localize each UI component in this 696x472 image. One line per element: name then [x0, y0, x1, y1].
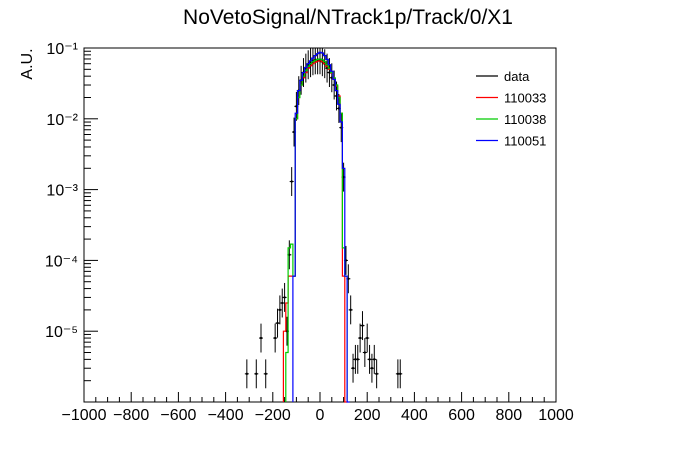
marker	[288, 253, 291, 256]
data-point	[355, 344, 360, 374]
y-axis-ticks	[84, 50, 98, 403]
data-point	[244, 359, 249, 389]
marker	[368, 358, 371, 361]
data-point	[398, 359, 403, 389]
data-point	[360, 311, 365, 341]
data-point	[254, 359, 259, 389]
marker	[366, 336, 369, 340]
marker	[255, 372, 258, 376]
marker	[373, 358, 376, 361]
marker	[290, 180, 293, 183]
x-tick-label: −1000	[62, 407, 107, 424]
data-point	[374, 359, 379, 389]
y-tick-label: 10⁻³	[46, 183, 78, 200]
x-tick-label: 200	[354, 407, 381, 424]
data-point	[348, 295, 353, 325]
legend-label: 110051	[504, 134, 546, 149]
data-point	[372, 344, 377, 374]
legend-item-110051: 110051	[476, 134, 546, 149]
marker	[358, 336, 362, 340]
data-point	[259, 323, 263, 353]
marker	[396, 372, 400, 376]
data-point	[365, 323, 370, 353]
legend-label: 110038	[504, 112, 546, 127]
marker	[264, 372, 267, 376]
legend-label: 110033	[504, 91, 546, 106]
marker	[370, 367, 374, 370]
marker	[276, 321, 279, 325]
x-axis-ticks	[83, 392, 557, 402]
data-point	[282, 282, 287, 312]
x-tick-label: −600	[160, 407, 196, 424]
y-tick-label: 10⁻⁵	[45, 324, 78, 341]
y-tick-label: 10⁻²	[46, 112, 78, 129]
x-tick-label: 800	[495, 407, 522, 424]
marker	[283, 296, 286, 299]
marker	[363, 351, 367, 354]
legend-item-110038: 110038	[476, 112, 546, 127]
legend: data 110033 110038 110051	[476, 69, 546, 149]
legend-item-110033: 110033	[476, 91, 546, 106]
chart-title: NoVetoSignal/NTrack1p/Track/0/X1	[183, 6, 513, 29]
marker	[325, 66, 329, 70]
y-axis-label: A.U.	[19, 48, 36, 79]
data-point	[358, 323, 363, 353]
series-line-110051	[292, 51, 350, 403]
data-point	[351, 353, 356, 383]
plot-frame	[83, 47, 557, 403]
y-tick-label: 10⁻⁴	[45, 253, 78, 270]
x-tick-label: −800	[113, 407, 149, 424]
y-tick-label: 10⁻¹	[46, 41, 78, 58]
x-tick-label: 0	[316, 407, 325, 424]
marker	[349, 308, 352, 312]
data-point	[367, 344, 372, 374]
marker	[330, 76, 333, 79]
marker	[399, 372, 402, 376]
marker	[361, 324, 364, 327]
series-points-data	[244, 48, 403, 389]
marker	[259, 336, 263, 340]
marker	[281, 301, 284, 305]
series-layer	[244, 48, 403, 403]
marker	[273, 336, 277, 340]
marker	[337, 107, 341, 110]
data-point	[263, 359, 268, 389]
marker	[351, 367, 355, 370]
data-point	[280, 288, 285, 318]
x-tick-label: −200	[255, 407, 291, 424]
marker	[295, 105, 298, 108]
data-point	[277, 295, 282, 325]
data-point	[369, 353, 374, 383]
data-point	[289, 167, 294, 196]
x-tick-label: 1000	[538, 407, 574, 424]
marker	[347, 277, 350, 280]
legend-label: data	[504, 69, 530, 84]
x-tick-label: −400	[208, 407, 244, 424]
x-tick-label: 600	[448, 407, 475, 424]
data-point	[273, 323, 278, 353]
y-axis-tick-labels: 10⁻⁵ 10⁻⁴ 10⁻³ 10⁻² 10⁻¹	[45, 41, 79, 341]
legend-item-data: data	[476, 69, 530, 84]
data-point	[275, 308, 280, 338]
marker	[354, 358, 357, 361]
marker	[245, 372, 249, 376]
x-tick-label: 400	[401, 407, 428, 424]
marker	[278, 308, 282, 312]
data-point	[362, 338, 367, 367]
x-axis-tick-labels: −1000 −800 −600 −400 −200 0 200 400 600 800 1000	[62, 407, 574, 424]
marker	[356, 358, 359, 361]
data-point	[346, 264, 351, 294]
marker	[375, 372, 378, 376]
